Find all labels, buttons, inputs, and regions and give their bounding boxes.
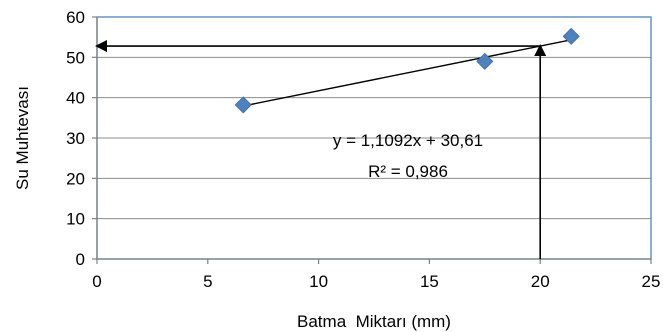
y-tick-label: 30 [66,129,85,148]
y-tick-label: 60 [66,8,85,27]
data-point-diamond [562,27,580,45]
x-axis-title: Batma Miktarı (mm) [297,312,451,331]
x-tick-label: 0 [92,272,101,291]
r-squared-label: R² = 0,986 [368,162,448,181]
y-tick-label: 0 [76,250,85,269]
data-point-diamond [234,96,252,114]
trendline [243,39,572,107]
y-tick-label: 20 [66,169,85,188]
y-axis-title: Su Muhtevası [13,86,32,190]
y-tick-label: 50 [66,48,85,67]
axes [92,16,652,264]
x-tick-label: 10 [309,272,328,291]
data-points [234,27,580,114]
tick-labels: 0 10 20 30 40 50 60 0 5 10 15 20 25 [66,8,660,291]
x-tick-label: 15 [420,272,439,291]
x-tick-label: 5 [203,272,212,291]
x-tick-label: 20 [531,272,550,291]
gridlines [97,16,651,220]
x-tick-label: 25 [642,272,661,291]
trendline-layer [243,39,572,107]
y-tick-label: 10 [66,210,85,229]
arrow-annotations [95,40,547,259]
trendline-equation-label: y = 1,1092x + 30,61 [333,131,483,150]
data-point-diamond [476,52,494,70]
y-tick-label: 40 [66,89,85,108]
